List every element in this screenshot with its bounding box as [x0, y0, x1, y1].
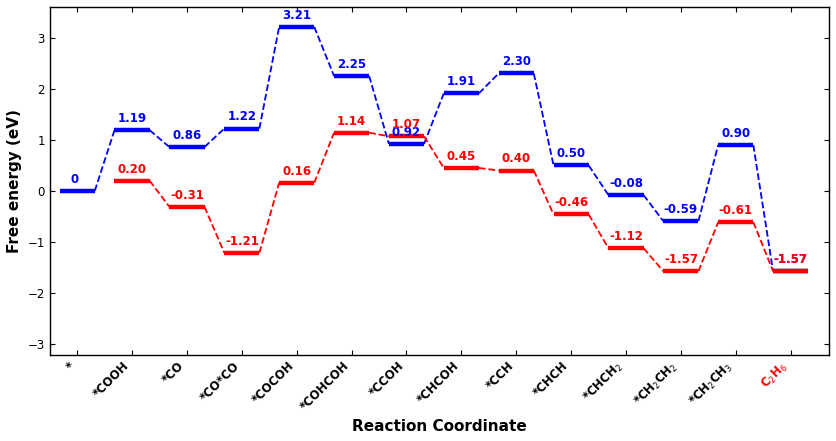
Text: 0.16: 0.16	[282, 164, 311, 178]
Text: -0.08: -0.08	[609, 177, 643, 190]
Y-axis label: Free energy (eV): Free energy (eV)	[7, 109, 22, 253]
Text: 1.19: 1.19	[118, 112, 146, 125]
Text: -0.61: -0.61	[719, 204, 752, 217]
Text: 1.14: 1.14	[337, 115, 366, 127]
Text: 0.40: 0.40	[502, 153, 531, 165]
Text: 1.91: 1.91	[446, 75, 476, 88]
Text: 1.22: 1.22	[227, 111, 257, 123]
Text: -0.59: -0.59	[664, 203, 698, 216]
Text: -1.57: -1.57	[773, 253, 808, 266]
Text: 0.45: 0.45	[446, 150, 476, 163]
Text: -0.46: -0.46	[554, 196, 589, 209]
Text: 2.30: 2.30	[502, 55, 531, 68]
Text: 1.07: 1.07	[392, 118, 421, 131]
Text: -1.57: -1.57	[664, 253, 698, 266]
Text: 0.86: 0.86	[172, 129, 201, 142]
Text: 3.21: 3.21	[283, 9, 311, 22]
X-axis label: Reaction Coordinate: Reaction Coordinate	[352, 419, 527, 434]
Text: 0.20: 0.20	[118, 163, 146, 176]
Text: -1.12: -1.12	[609, 230, 643, 243]
Text: -1.57: -1.57	[773, 253, 808, 266]
Text: -0.31: -0.31	[170, 189, 204, 202]
Text: 0: 0	[70, 173, 79, 186]
Text: 2.25: 2.25	[337, 58, 366, 71]
Text: 0.50: 0.50	[557, 147, 586, 160]
Text: 0.90: 0.90	[721, 127, 751, 140]
Text: 0.92: 0.92	[392, 126, 421, 139]
Text: -1.21: -1.21	[225, 235, 259, 248]
